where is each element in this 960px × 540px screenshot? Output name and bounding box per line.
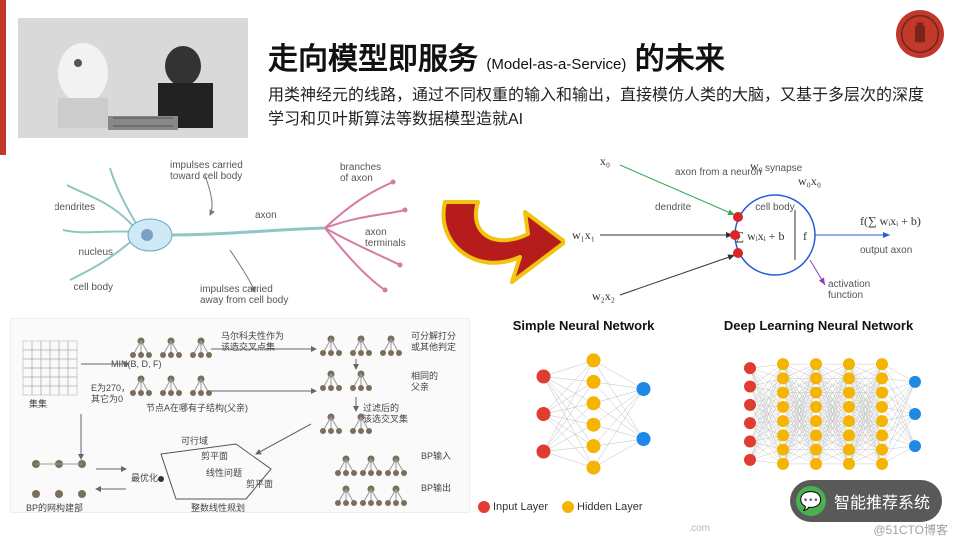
svg-text:∑ wᵢxᵢ + b: ∑ wᵢxᵢ + b [736, 229, 785, 243]
svg-text:线性问题: 线性问题 [206, 467, 242, 478]
svg-text:branchesof axon: branchesof axon [340, 162, 381, 184]
svg-text:cell body: cell body [755, 202, 794, 213]
deep-nn-title: Deep Learning Neural Network [724, 318, 913, 333]
simple-nn-title: Simple Neural Network [513, 318, 655, 333]
svg-text:可分解打分或其他判定: 可分解打分或其他判定 [411, 330, 456, 352]
svg-text:E为270，其它为0: E为270，其它为0 [91, 382, 130, 404]
svg-text:impulses carriedaway from cell: impulses carriedaway from cell body [200, 284, 288, 305]
svg-text:output axon: output axon [860, 245, 912, 256]
simple-nn [478, 339, 709, 513]
svg-text:可行域: 可行域 [181, 435, 208, 446]
svg-text:剪平面: 剪平面 [201, 450, 228, 461]
title-subtitle: (Model-as-a-Service) [486, 56, 626, 73]
svg-text:f: f [803, 229, 807, 243]
svg-text:w₁x₁: w₁x₁ [572, 228, 595, 242]
svg-text:相同的父亲: 相同的父亲 [411, 370, 438, 392]
svg-text:dendrite: dendrite [655, 202, 692, 213]
biological-neuron-diagram: impulses carriedtoward cell body dendrite… [55, 160, 435, 305]
svg-text:cell body: cell body [74, 282, 113, 293]
svg-text:过滤后的该选交叉集: 过滤后的该选交叉集 [363, 402, 408, 424]
accent-bar [0, 0, 6, 155]
chat-icon: 💬 [796, 486, 826, 516]
title-part2: 的未来 [635, 43, 725, 76]
svg-text:BP输出: BP输出 [421, 482, 451, 493]
chat-widget[interactable]: 💬 智能推荐系统 [790, 480, 942, 522]
svg-text:synapse: synapse [765, 163, 803, 174]
legend-input: Input Layer [493, 501, 548, 513]
title-part1: 走向模型即服务 [268, 43, 478, 76]
svg-text:nucleus: nucleus [79, 247, 113, 258]
university-logo [896, 10, 944, 58]
svg-text:w₂x₂: w₂x₂ [592, 289, 615, 303]
svg-text:f(∑ wᵢxᵢ + b): f(∑ wᵢxᵢ + b) [860, 214, 921, 228]
svg-text:最优化: 最优化 [131, 472, 158, 483]
svg-text:节点A在哪有子结构(父亲): 节点A在哪有子结构(父亲) [146, 402, 248, 413]
svg-text:w₀: w₀ [750, 159, 763, 173]
watermark-blog: @51CTO博客 [873, 521, 948, 538]
svg-text:activationfunction: activationfunction [828, 279, 870, 301]
svg-text:整数线性规划: 整数线性规划 [191, 502, 245, 513]
hero-photo [18, 18, 248, 138]
svg-text:BP的网构建部: BP的网构建部 [26, 502, 83, 513]
nn-legend: Input Layer Hidden Layer [478, 501, 642, 513]
svg-text:x₀: x₀ [600, 155, 610, 168]
svg-text:axon: axon [255, 210, 277, 221]
svg-text:impulses carriedtoward cell bo: impulses carriedtoward cell body [170, 160, 243, 182]
math-neuron-diagram: cell body ∑ wᵢxᵢ + b f x₀ axon from a neuron… [560, 155, 940, 305]
svg-text:axonterminals: axonterminals [365, 227, 406, 249]
chat-label: 智能推荐系统 [834, 489, 930, 513]
slide-title: 走向模型即服务 (Model-as-a-Service) 的未来 [268, 34, 725, 78]
slide-description: 用类神经元的线路，通过不同权重的输入和输出，直接模仿人类的大脑，又基于多层次的深… [268, 84, 938, 132]
svg-text:剪平面: 剪平面 [246, 478, 273, 489]
legend-hidden: Hidden Layer [577, 501, 642, 513]
svg-text:BP输入: BP输入 [421, 450, 451, 461]
watermark-dotcom: .com [688, 523, 710, 534]
svg-text:w₀x₀: w₀x₀ [798, 174, 821, 188]
svg-text:dendrites: dendrites [55, 202, 95, 213]
svg-text:axon from a neuron: axon from a neuron [675, 167, 762, 178]
svg-text:集集: 集集 [29, 398, 47, 409]
transform-arrow [430, 172, 565, 292]
algorithm-flow-diagram: 集集马尔科夫性作为该造交叉点集MIN(B, D, F)E为270，其它为0节点A… [10, 318, 470, 513]
